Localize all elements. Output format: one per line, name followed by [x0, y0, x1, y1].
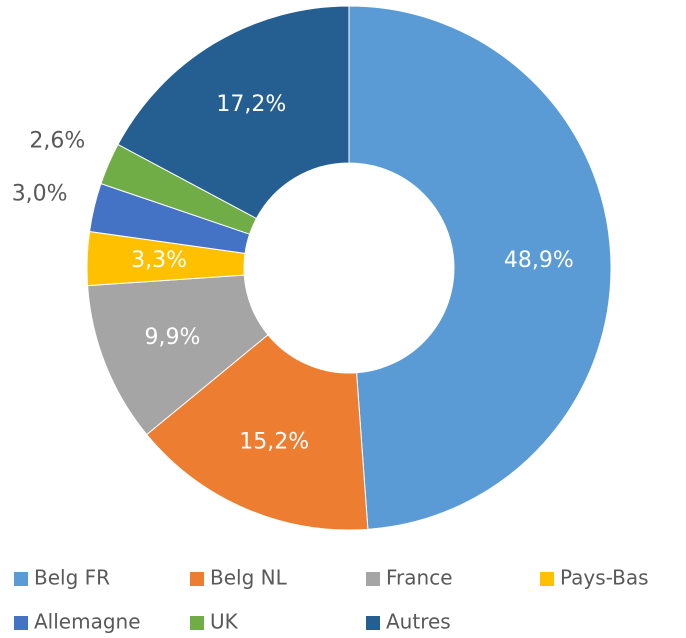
legend-label: Autres: [386, 610, 451, 634]
legend-swatch: [14, 572, 28, 586]
legend-swatch: [540, 572, 554, 586]
legend-label: Belg NL: [210, 566, 288, 590]
data-label: 15,2%: [239, 430, 309, 455]
data-label: 17,2%: [216, 92, 286, 117]
data-label: 2,6%: [29, 128, 85, 153]
legend-label: Belg FR: [34, 566, 110, 590]
donut-segment: [87, 274, 269, 436]
data-label: 9,9%: [144, 325, 200, 350]
legend-swatch: [366, 572, 380, 586]
legend-label: Pays-Bas: [560, 566, 649, 590]
data-label: 3,3%: [131, 248, 187, 273]
legend-label: France: [386, 566, 453, 590]
legend-swatch: [190, 616, 204, 630]
legend-label: UK: [210, 610, 239, 634]
donut-segment: [117, 5, 350, 220]
donut-segment: [146, 334, 369, 531]
data-label: 48,9%: [504, 248, 574, 273]
legend-swatch: [366, 616, 380, 630]
data-label: 3,0%: [12, 181, 68, 206]
legend-swatch: [190, 572, 204, 586]
donut-segment: [348, 5, 612, 530]
legend-swatch: [14, 616, 28, 630]
legend-label: Allemagne: [34, 610, 141, 634]
